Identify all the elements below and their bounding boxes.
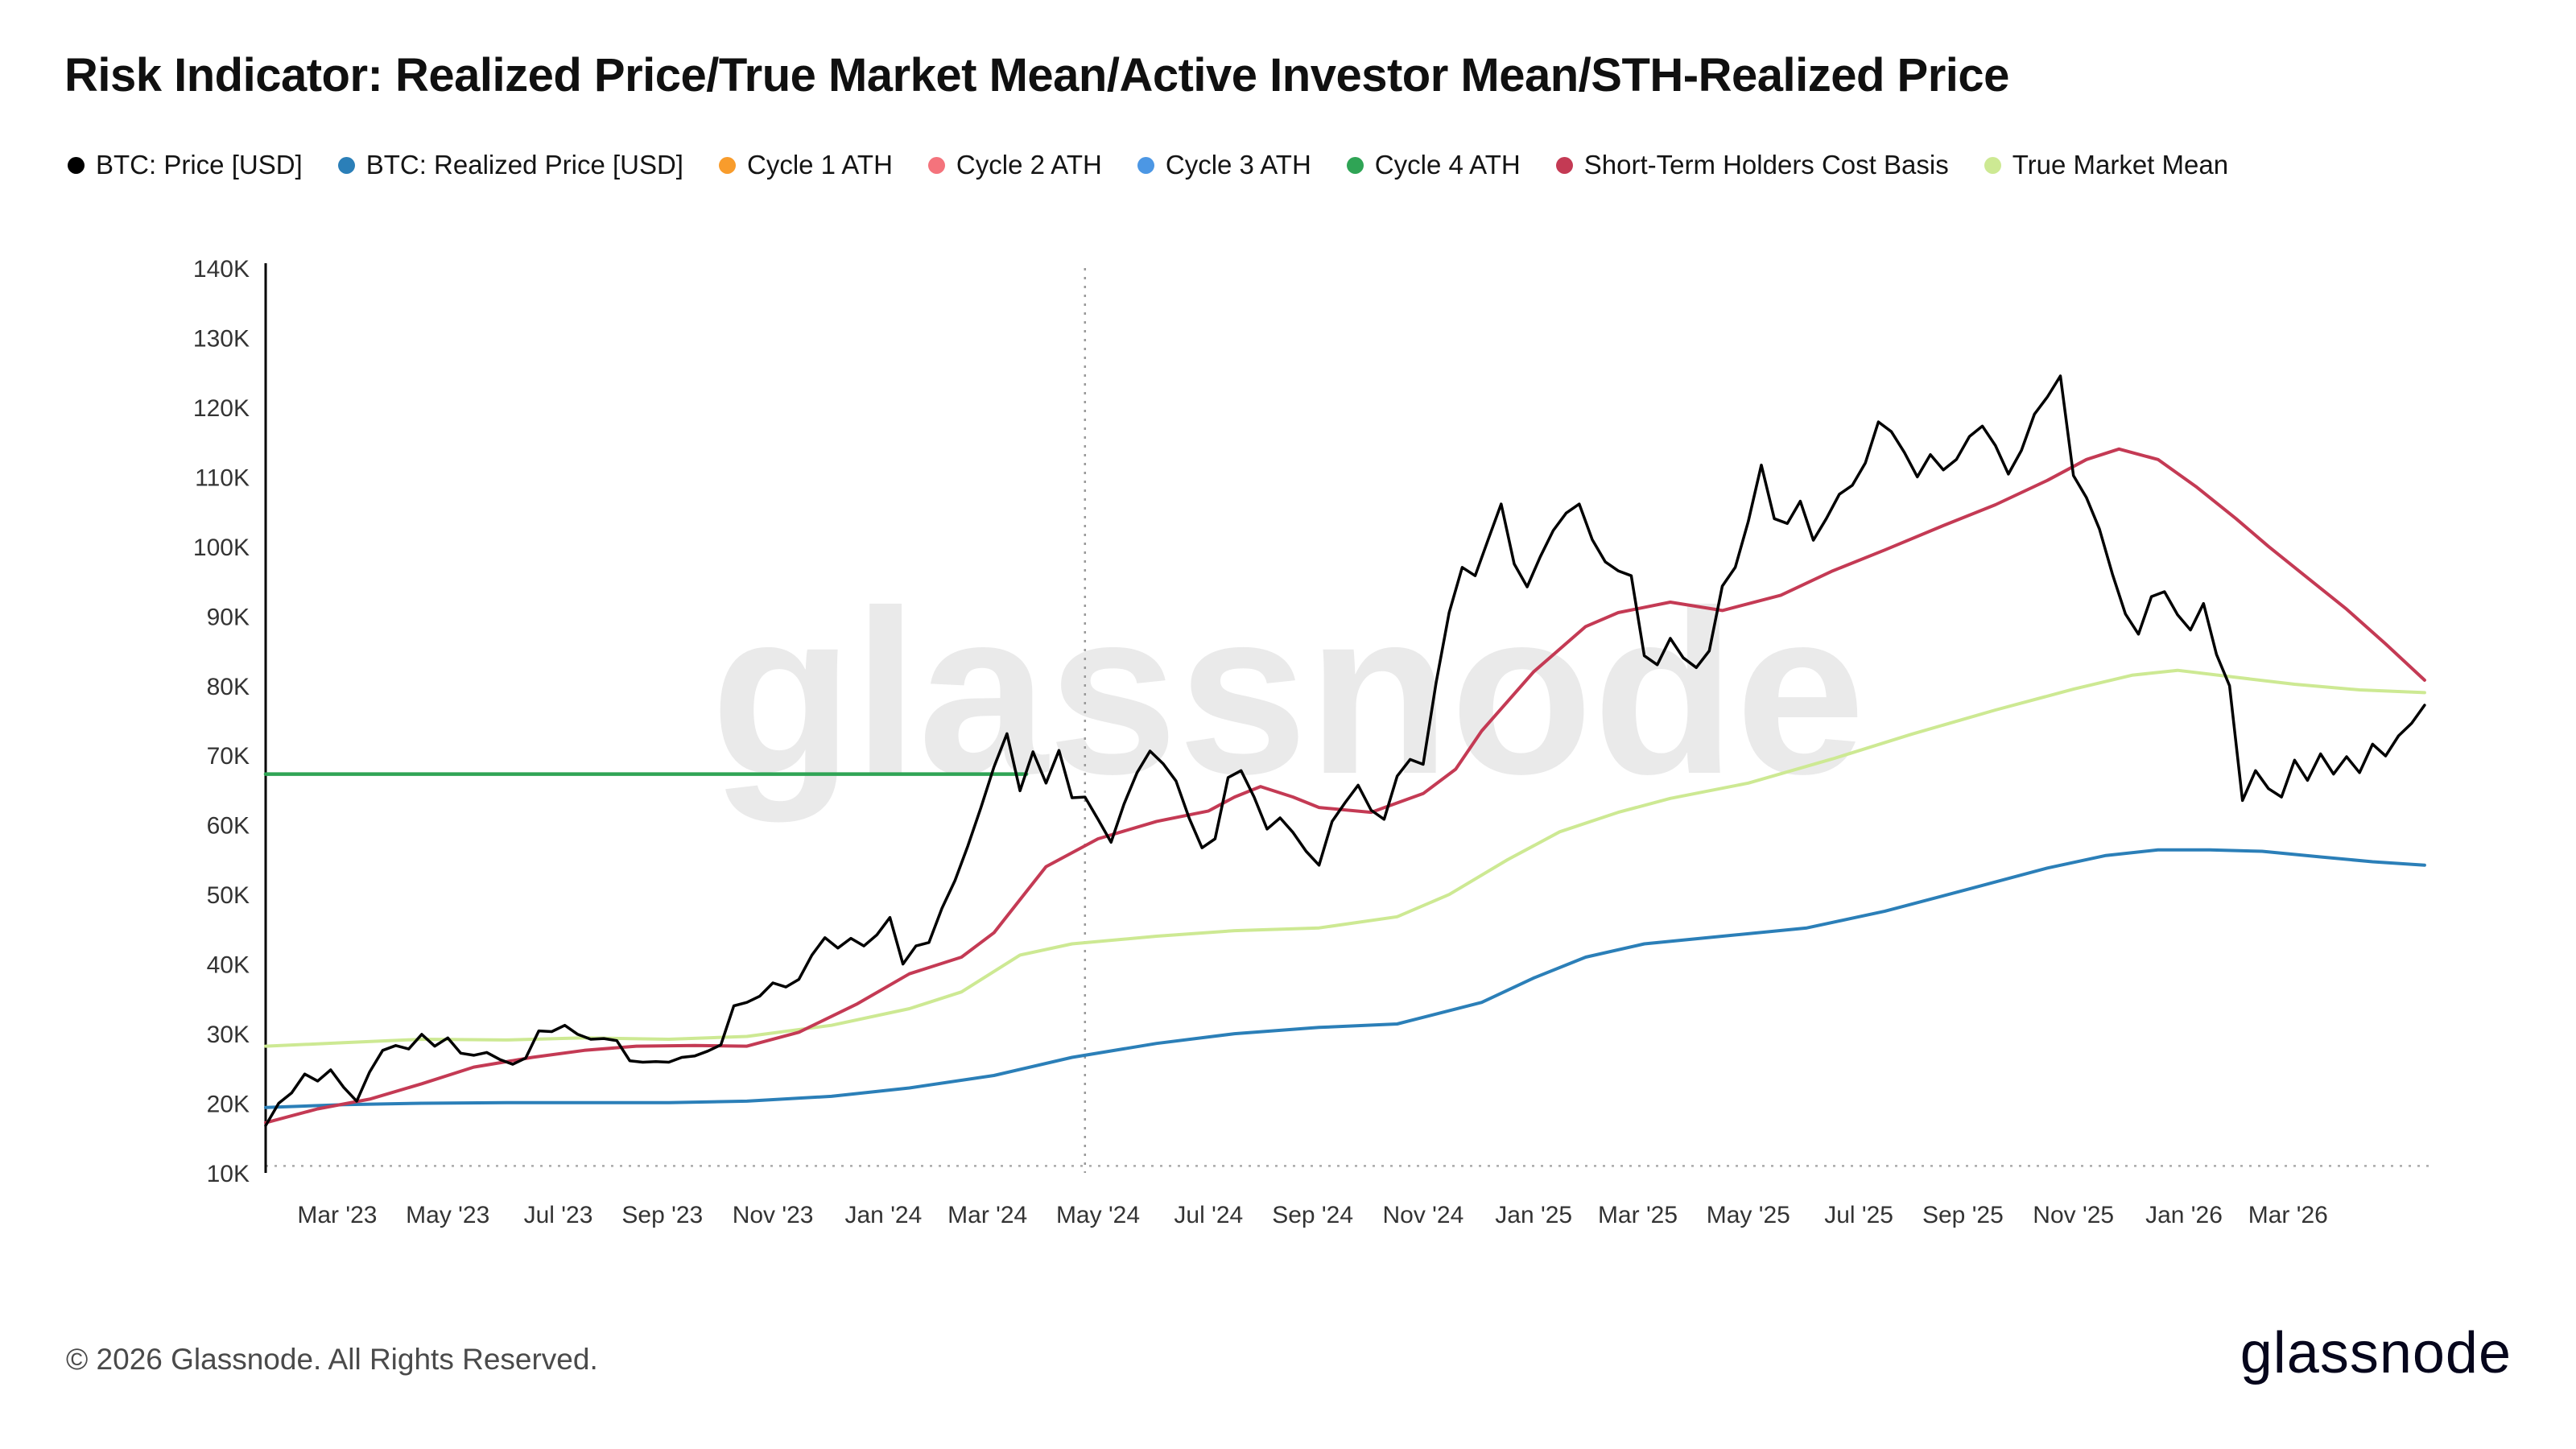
x-tick-label: May '23 xyxy=(406,1202,489,1228)
x-tick-label: Jul '24 xyxy=(1174,1202,1243,1228)
legend-dot-icon xyxy=(927,156,945,174)
x-tick-label: May '24 xyxy=(1056,1202,1140,1228)
series-true-market-mean xyxy=(264,668,2426,1048)
legend-dot-icon xyxy=(337,156,355,174)
legend-dot-icon xyxy=(1137,156,1154,174)
x-tick-label: Mar '26 xyxy=(2248,1202,2328,1228)
series-realized-price xyxy=(264,848,2426,1109)
y-tick-label: 130K xyxy=(193,326,250,353)
legend-dot-icon xyxy=(1555,156,1573,174)
x-tick-label: Nov '25 xyxy=(2033,1202,2114,1228)
legend-item-cycle1-ath[interactable]: Cycle 1 ATH xyxy=(718,150,893,180)
x-tick-label: Mar '23 xyxy=(297,1202,377,1228)
legend-item-btc-price[interactable]: BTC: Price [USD] xyxy=(68,150,303,180)
y-tick-label: 60K xyxy=(207,813,250,840)
price-chart-canvas[interactable]: glassnode 140K 130K 120K 110K 100K 90K 80K 70K 60… xyxy=(48,229,2528,1268)
y-tick-label: 20K xyxy=(207,1092,250,1118)
legend-item-label: Cycle 4 ATH xyxy=(1374,150,1521,180)
legend-item-sth-cost-basis[interactable]: Short-Term Holders Cost Basis xyxy=(1555,150,1949,180)
x-tick-label: Jul '23 xyxy=(524,1202,593,1228)
x-tick-label: Jul '25 xyxy=(1824,1202,1893,1228)
x-tick-label: Sep '24 xyxy=(1272,1202,1353,1228)
legend-item-label: True Market Mean xyxy=(2012,150,2229,180)
legend-item-label: Cycle 2 ATH xyxy=(956,150,1102,180)
copyright-text: © 2026 Glassnode. All Rights Reserved. xyxy=(66,1343,598,1376)
legend-item-label: Short-Term Holders Cost Basis xyxy=(1583,150,1949,180)
glassnode-logo: glassnode xyxy=(2240,1321,2512,1385)
x-tick-label: Mar '25 xyxy=(1598,1202,1678,1228)
y-tick-label: 100K xyxy=(193,535,250,561)
x-tick-label: Jan '25 xyxy=(1495,1202,1572,1228)
y-tick-label: 110K xyxy=(195,464,250,491)
legend-item-cycle4-ath[interactable]: Cycle 4 ATH xyxy=(1346,150,1521,180)
y-tick-label: 30K xyxy=(207,1022,250,1048)
x-tick-label: Sep '23 xyxy=(621,1202,703,1228)
y-tick-label: 90K xyxy=(207,604,250,630)
chart-legend: BTC: Price [USD] BTC: Realized Price [USD… xyxy=(68,150,2228,180)
legend-dot-icon xyxy=(68,156,85,174)
legend-item-realized-price[interactable]: BTC: Realized Price [USD] xyxy=(337,150,683,180)
x-tick-label: Sep '25 xyxy=(1922,1202,2004,1228)
series-sth-cost-basis xyxy=(264,447,2426,1125)
legend-item-label: BTC: Price [USD] xyxy=(96,150,303,180)
y-tick-label: 40K xyxy=(207,952,250,979)
legend-item-cycle3-ath[interactable]: Cycle 3 ATH xyxy=(1137,150,1311,180)
legend-item-cycle2-ath[interactable]: Cycle 2 ATH xyxy=(927,150,1102,180)
x-tick-label: Jan '26 xyxy=(2145,1202,2223,1228)
x-tick-label: Mar '24 xyxy=(947,1202,1027,1228)
legend-item-label: Cycle 3 ATH xyxy=(1165,150,1311,180)
x-tick-label: Jan '24 xyxy=(844,1202,922,1228)
y-tick-label: 10K xyxy=(207,1161,250,1187)
y-tick-label: 80K xyxy=(207,674,250,700)
legend-item-label: BTC: Realized Price [USD] xyxy=(365,150,683,180)
x-tick-label: Nov '24 xyxy=(1383,1202,1464,1228)
legend-dot-icon xyxy=(1346,156,1364,174)
x-tick-label: Nov '23 xyxy=(733,1202,814,1228)
x-tick-label: May '25 xyxy=(1707,1202,1790,1228)
page-title: Risk Indicator: Realized Price/True Mark… xyxy=(64,49,2009,101)
legend-dot-icon xyxy=(1984,156,2001,174)
y-tick-label: 140K xyxy=(193,256,250,283)
y-tick-label: 50K xyxy=(207,882,250,909)
legend-dot-icon xyxy=(718,156,736,174)
y-tick-label: 120K xyxy=(193,395,250,422)
legend-item-label: Cycle 1 ATH xyxy=(746,150,893,180)
glassnode-watermark: glassnode xyxy=(711,562,1865,824)
y-tick-label: 70K xyxy=(207,743,250,770)
legend-item-true-market-mean[interactable]: True Market Mean xyxy=(1984,150,2228,180)
series-btc-price xyxy=(264,374,2426,1127)
